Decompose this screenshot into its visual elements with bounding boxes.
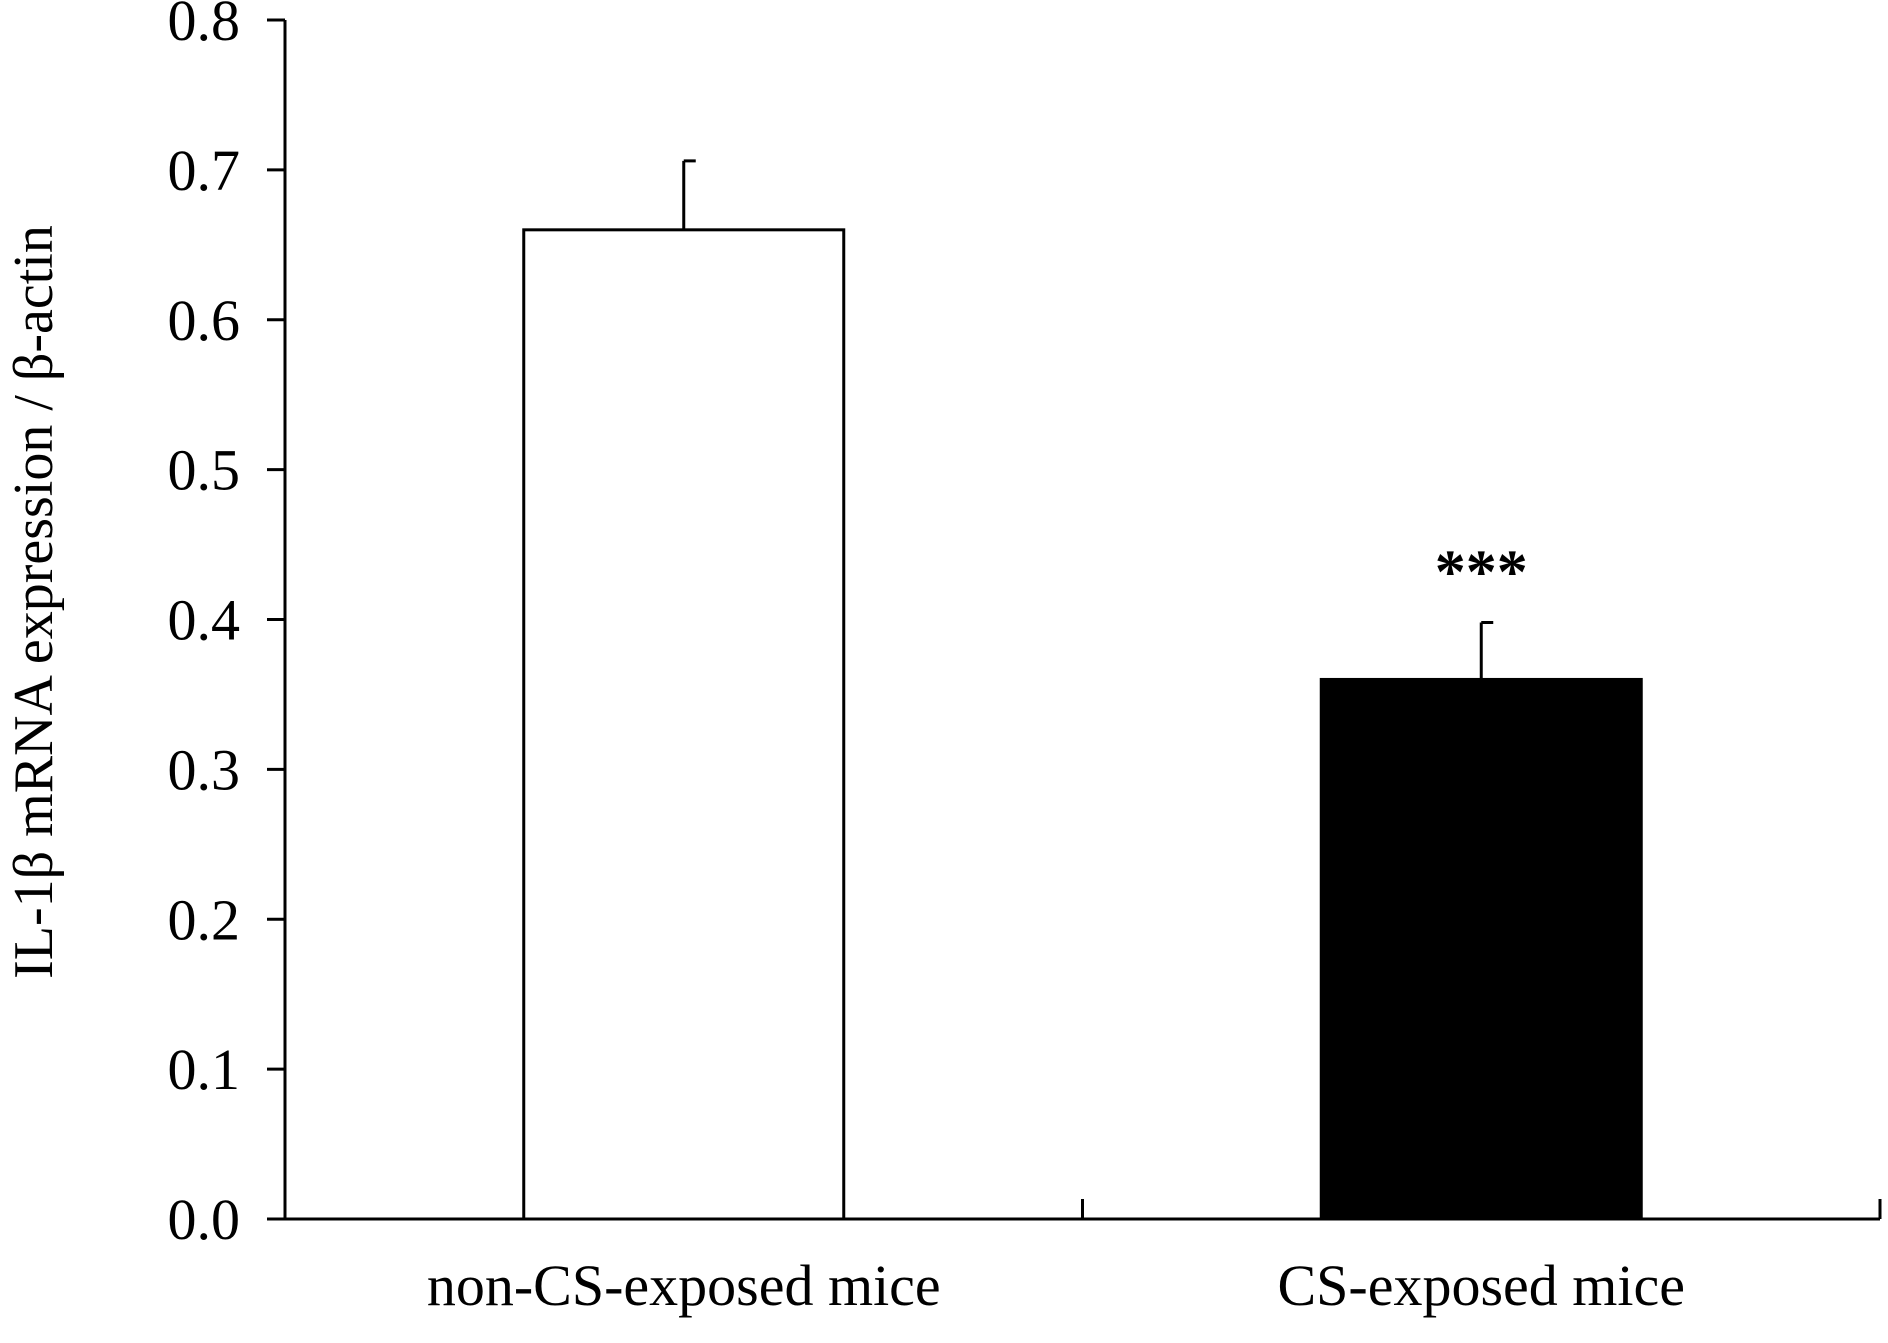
bar — [1319, 677, 1643, 1221]
y-tick-label: 0.0 — [168, 1187, 241, 1252]
labels: 0.0 0.1 0.2 0.3 0.4 0.5 0.6 0.7 0.8 non-CS-expose… — [168, 0, 1686, 1318]
y-tick-label: 0.1 — [168, 1037, 241, 1102]
y-tick-label: 0.6 — [168, 288, 241, 353]
bar — [522, 228, 846, 1221]
significance-label: *** — [1435, 538, 1528, 606]
y-tick-label: 0.2 — [168, 887, 241, 952]
y-tick-label: 0.3 — [168, 737, 241, 802]
y-tick-label: 0.7 — [168, 138, 241, 203]
x-tick-label: non-CS-exposed mice — [427, 1253, 941, 1318]
y-axis-title: IL-1β mRNA expression / β-actin — [3, 225, 65, 979]
y-tick-label: 0.4 — [168, 588, 241, 653]
x-tick-label: CS-exposed mice — [1277, 1253, 1685, 1318]
y-tick-label: 0.5 — [168, 438, 241, 503]
y-tick-label: 0.8 — [168, 0, 241, 53]
bars — [522, 159, 1643, 1221]
